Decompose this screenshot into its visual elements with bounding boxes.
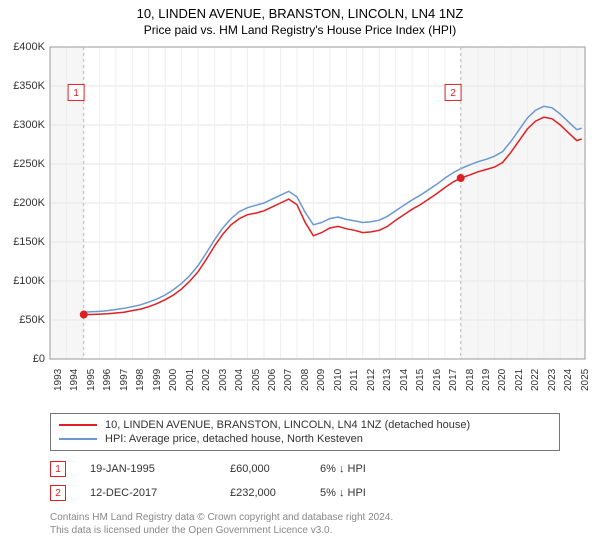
x-tick-label: 2011: [349, 369, 360, 391]
x-tick-label: 2004: [234, 369, 245, 391]
x-tick-label: 1998: [135, 369, 146, 391]
legend-label: HPI: Average price, detached house, Nort…: [105, 433, 363, 445]
footer-line2: This data is licensed under the Open Gov…: [50, 524, 560, 537]
y-tick-label: £0: [33, 353, 45, 365]
x-tick-label: 2021: [514, 369, 525, 391]
x-tick-label: 2010: [333, 369, 344, 391]
x-tick-label: 2014: [399, 369, 410, 391]
y-tick-label: £350K: [13, 80, 45, 92]
marker-row: 2 12-DEC-2017 £232,000 5% ↓ HPI: [50, 481, 560, 505]
y-tick-label: £200K: [13, 197, 45, 209]
x-tick-label: 1995: [86, 369, 97, 391]
x-tick-label: 2003: [218, 369, 229, 391]
x-tick-label: 2025: [580, 369, 591, 391]
svg-text:2: 2: [450, 88, 456, 99]
x-tick-label: 2018: [465, 369, 476, 391]
x-tick-label: 2022: [530, 369, 541, 391]
legend-item-hpi: HPI: Average price, detached house, Nort…: [59, 432, 551, 446]
svg-text:1: 1: [73, 88, 79, 99]
marker-date: 19-JAN-1995: [90, 463, 230, 475]
x-tick-label: 1996: [102, 369, 113, 391]
legend: 10, LINDEN AVENUE, BRANSTON, LINCOLN, LN…: [50, 413, 560, 451]
x-tick-label: 2001: [185, 369, 196, 391]
legend-label: 10, LINDEN AVENUE, BRANSTON, LINCOLN, LN…: [105, 419, 470, 431]
legend-swatch: [59, 438, 97, 440]
chart-container: 10, LINDEN AVENUE, BRANSTON, LINCOLN, LN…: [0, 0, 600, 560]
marker-row: 1 19-JAN-1995 £60,000 6% ↓ HPI: [50, 457, 560, 481]
legend-swatch: [59, 424, 97, 426]
title-line1: 10, LINDEN AVENUE, BRANSTON, LINCOLN, LN…: [0, 6, 600, 21]
x-tick-label: 2012: [366, 369, 377, 391]
x-tick-label: 1997: [119, 369, 130, 391]
x-tick-label: 2007: [283, 369, 294, 391]
x-tick-label: 2000: [168, 369, 179, 391]
x-tick-label: 1999: [152, 369, 163, 391]
marker-delta: 6% ↓ HPI: [320, 463, 430, 475]
y-tick-label: £300K: [13, 119, 45, 131]
x-tick-label: 2005: [251, 369, 262, 391]
x-tick-label: 1993: [53, 369, 64, 391]
x-tick-label: 2006: [267, 369, 278, 391]
chart-area: 12 £0£50K£100K£150K£200K£250K£300K£350K£…: [0, 39, 600, 407]
y-tick-label: £50K: [19, 314, 45, 326]
x-tick-label: 2019: [481, 369, 492, 391]
y-tick-label: £250K: [13, 158, 45, 170]
x-tick-label: 2017: [448, 369, 459, 391]
marker-price: £60,000: [230, 463, 320, 475]
chart-svg: 12: [0, 39, 600, 407]
y-tick-label: £400K: [13, 41, 45, 53]
x-tick-label: 2016: [432, 369, 443, 391]
x-tick-label: 2015: [415, 369, 426, 391]
marker-price: £232,000: [230, 487, 320, 499]
x-tick-label: 2008: [300, 369, 311, 391]
x-tick-label: 2023: [547, 369, 558, 391]
y-tick-label: £100K: [13, 275, 45, 287]
x-tick-label: 1994: [69, 369, 80, 391]
marker-badge: 1: [50, 461, 66, 477]
x-tick-label: 2009: [316, 369, 327, 391]
legend-item-price-paid: 10, LINDEN AVENUE, BRANSTON, LINCOLN, LN…: [59, 418, 551, 432]
x-tick-label: 2013: [382, 369, 393, 391]
x-tick-label: 2024: [563, 369, 574, 391]
title-block: 10, LINDEN AVENUE, BRANSTON, LINCOLN, LN…: [0, 0, 600, 39]
marker-badge: 2: [50, 485, 66, 501]
marker-table: 1 19-JAN-1995 £60,000 6% ↓ HPI 2 12-DEC-…: [50, 457, 560, 505]
marker-date: 12-DEC-2017: [90, 487, 230, 499]
title-line2: Price paid vs. HM Land Registry's House …: [0, 23, 600, 37]
footer-line1: Contains HM Land Registry data © Crown c…: [50, 511, 560, 524]
footer: Contains HM Land Registry data © Crown c…: [50, 511, 560, 537]
marker-delta: 5% ↓ HPI: [320, 487, 430, 499]
x-tick-label: 2020: [497, 369, 508, 391]
x-tick-label: 2002: [201, 369, 212, 391]
y-tick-label: £150K: [13, 236, 45, 248]
